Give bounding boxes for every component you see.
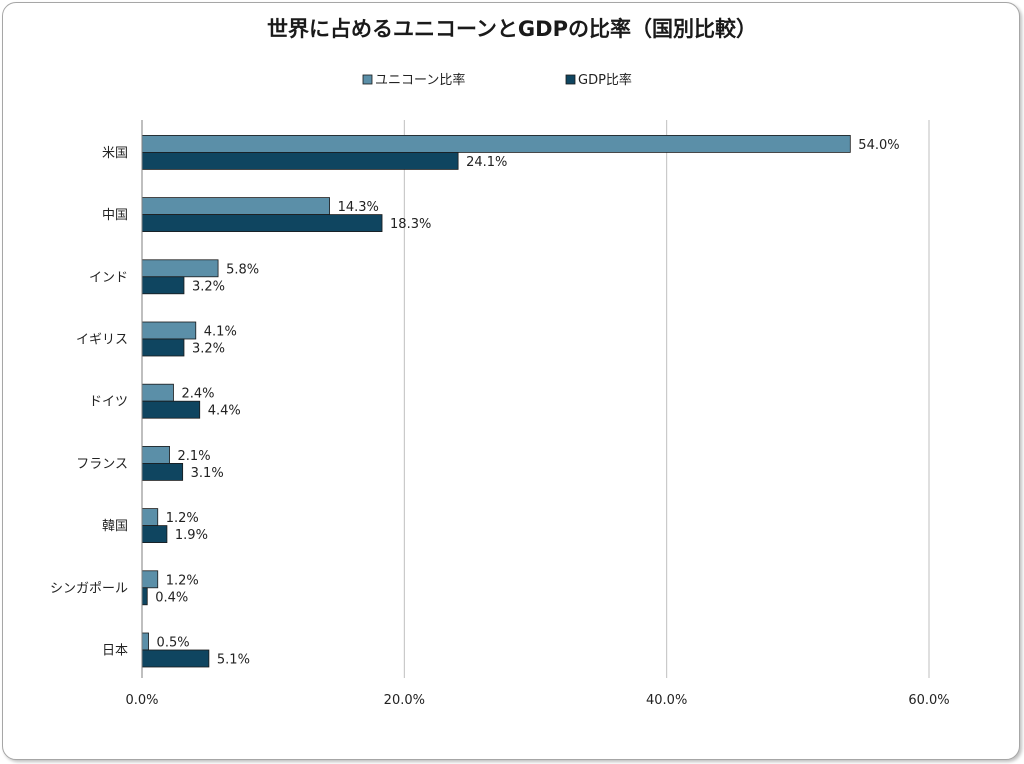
bar-unicorn — [141, 445, 170, 464]
data-label: 5.1% — [217, 653, 250, 668]
x-tick-label: 20.0% — [384, 693, 425, 708]
data-label: 5.8% — [226, 262, 259, 277]
data-label: 3.1% — [191, 466, 224, 481]
data-label: 2.1% — [178, 449, 211, 464]
bar-unicorn — [141, 321, 197, 340]
category-label: フランス — [76, 457, 128, 472]
data-label: 4.1% — [204, 325, 237, 340]
bar-unicorn — [141, 570, 159, 589]
bar-gdp — [141, 462, 184, 481]
bar-unicorn — [141, 197, 330, 216]
x-tick-labels: 0.0% 20.0% 40.0% 60.0% — [125, 693, 949, 708]
category-label: シンガポール — [50, 581, 128, 596]
x-tick-label: 60.0% — [908, 693, 949, 708]
bar-gdp — [141, 276, 185, 295]
bars — [141, 120, 851, 678]
bar-gdp — [141, 525, 168, 543]
data-label: 24.1% — [466, 155, 507, 170]
data-label: 0.4% — [155, 590, 188, 605]
data-label: 1.9% — [175, 528, 208, 543]
legend-label-2: GDP比率 — [578, 72, 632, 88]
data-label: 0.5% — [157, 636, 190, 651]
category-label: 日本 — [102, 644, 128, 659]
bar-unicorn — [141, 383, 174, 402]
data-label: 18.3% — [390, 217, 431, 232]
category-label: イギリス — [76, 333, 128, 348]
category-label: ドイツ — [89, 395, 128, 410]
data-label: 14.3% — [338, 200, 379, 215]
category-label: インド — [89, 270, 128, 285]
gridlines — [403, 120, 930, 678]
data-label: 3.2% — [192, 342, 225, 357]
bar-gdp — [141, 338, 185, 357]
data-label: 1.2% — [166, 511, 199, 526]
bar-gdp — [141, 649, 210, 668]
data-label: 2.4% — [181, 387, 214, 402]
bar-gdp — [141, 587, 148, 606]
x-tick-label: 40.0% — [646, 693, 687, 708]
legend-swatch-1 — [362, 74, 373, 85]
category-label: 韓国 — [102, 519, 128, 534]
data-label: 4.4% — [208, 404, 241, 419]
legend-swatch-2 — [565, 74, 576, 85]
chart-title: 世界に占めるユニコーンとGDPの比率（国別比較） — [267, 17, 757, 41]
bar-unicorn — [141, 508, 159, 527]
bar-unicorn — [141, 134, 851, 153]
bar-gdp — [141, 151, 459, 170]
bar-gdp — [141, 214, 383, 233]
legend: ユニコーン比率 GDP比率 — [362, 72, 632, 88]
legend-label-1: ユニコーン比率 — [375, 72, 465, 88]
bar-gdp — [141, 400, 201, 419]
bar-unicorn — [141, 259, 219, 278]
data-label: 1.2% — [166, 573, 199, 588]
category-label: 米国 — [102, 146, 128, 161]
bar-unicorn — [141, 632, 149, 651]
data-label: 54.0% — [858, 138, 899, 153]
data-labels: 54.0%24.1%14.3%18.3%5.8%3.2%4.1%3.2%2.4%… — [155, 138, 899, 668]
category-label: 中国 — [102, 208, 128, 223]
data-label: 3.2% — [192, 279, 225, 294]
x-tick-label: 0.0% — [125, 693, 158, 708]
